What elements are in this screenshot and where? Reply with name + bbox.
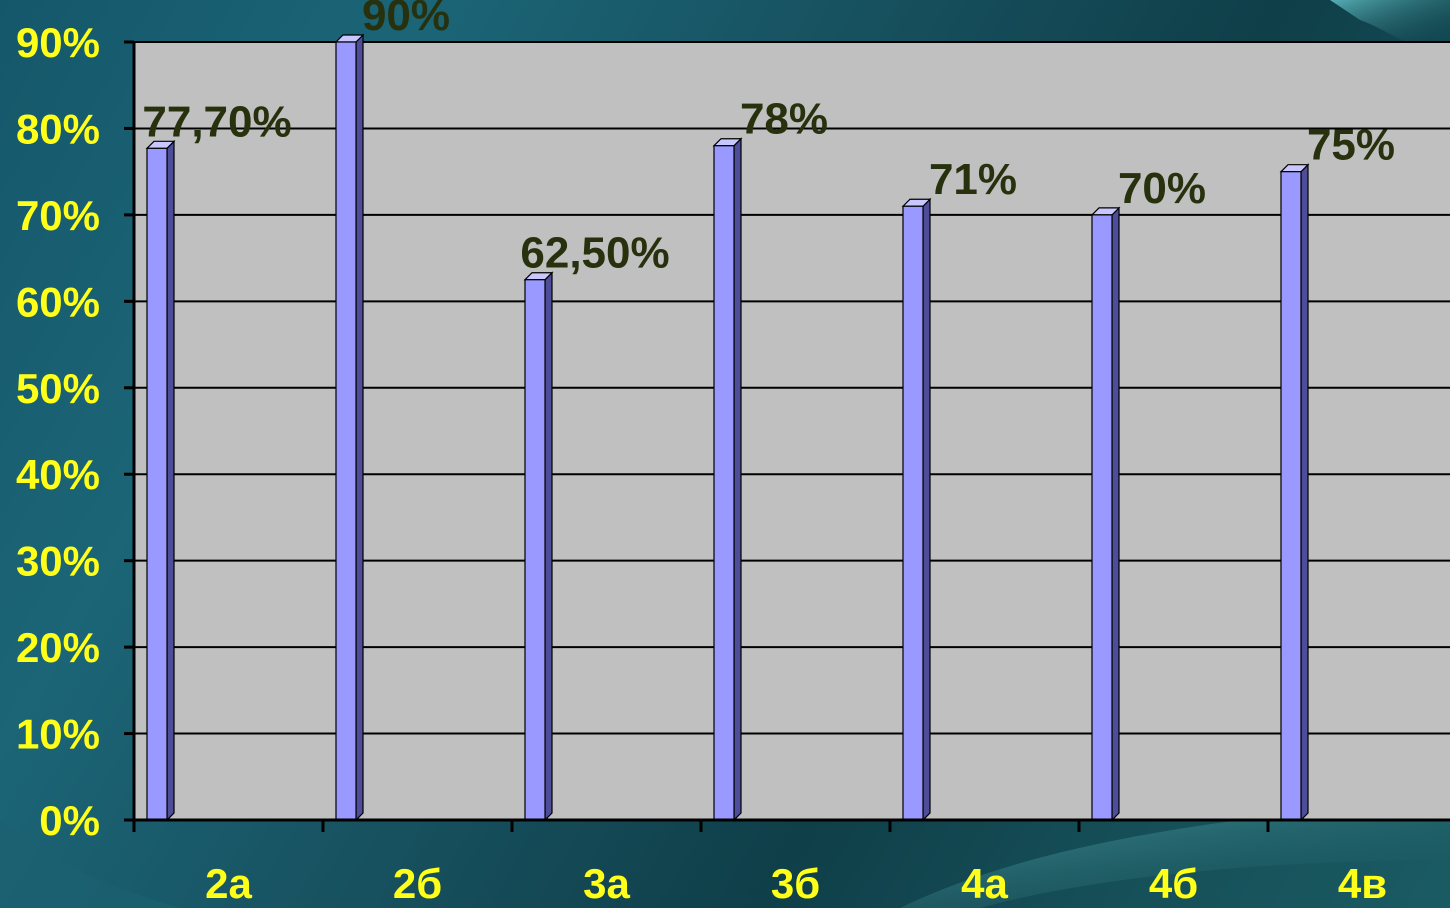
bar-side bbox=[1300, 163, 1309, 822]
x-axis-category-labels: 2а 2б 3а 3б 4а 4б 4в bbox=[205, 860, 1387, 907]
bar-side bbox=[544, 271, 553, 822]
bar-side bbox=[922, 197, 931, 822]
data-label: 71% bbox=[929, 155, 1017, 204]
x-category-label: 4б bbox=[1149, 860, 1198, 907]
data-labels: 77,70% 90% 62,50% 78% 71% 70% 75% bbox=[142, 0, 1395, 278]
bar bbox=[1279, 163, 1310, 822]
data-label: 77,70% bbox=[142, 97, 291, 146]
y-tick-label: 50% bbox=[16, 365, 100, 412]
bar-side bbox=[166, 139, 175, 822]
bar-front bbox=[335, 41, 357, 821]
y-tick-label: 40% bbox=[16, 451, 100, 498]
data-label: 62,50% bbox=[520, 229, 669, 278]
bar-front bbox=[1091, 214, 1113, 821]
y-axis-tick-labels: 0% 10% 20% 30% 40% 50% 60% 70% 80% 90% bbox=[16, 19, 100, 844]
x-category-label: 2а bbox=[205, 860, 252, 907]
data-label: 78% bbox=[740, 95, 828, 144]
bar bbox=[334, 33, 365, 822]
bar-front bbox=[713, 145, 735, 821]
bar-front bbox=[1280, 171, 1302, 821]
bar bbox=[901, 197, 932, 822]
bar-front bbox=[902, 205, 924, 821]
bar-side bbox=[733, 137, 742, 822]
bar bbox=[1090, 206, 1121, 822]
swoosh-bottom-right bbox=[900, 800, 1450, 908]
bar-side bbox=[1111, 206, 1120, 822]
y-tick-label: 20% bbox=[16, 624, 100, 671]
x-category-label: 4а bbox=[961, 860, 1008, 907]
data-label: 75% bbox=[1307, 121, 1395, 170]
axes bbox=[124, 40, 1450, 832]
bar bbox=[145, 139, 176, 822]
y-tick-label: 30% bbox=[16, 538, 100, 585]
bar-side bbox=[355, 33, 364, 822]
bars bbox=[145, 33, 1310, 822]
data-label: 70% bbox=[1118, 164, 1206, 213]
y-tick-label: 70% bbox=[16, 192, 100, 239]
swoosh-top-right bbox=[1330, 0, 1450, 47]
y-tick-label: 10% bbox=[16, 711, 100, 758]
swoosh-bottom-left bbox=[0, 820, 180, 908]
bar bbox=[523, 271, 554, 822]
data-label: 90% bbox=[362, 0, 450, 40]
bar bbox=[712, 137, 743, 822]
plot-area bbox=[134, 42, 1450, 820]
y-tick-label: 80% bbox=[16, 105, 100, 152]
y-tick-label: 0% bbox=[39, 797, 100, 844]
x-category-label: 2б bbox=[393, 860, 442, 907]
y-tick-label: 90% bbox=[16, 19, 100, 66]
y-tick-label: 60% bbox=[16, 278, 100, 325]
x-category-label: 4в bbox=[1338, 860, 1387, 907]
x-category-label: 3б bbox=[771, 860, 820, 907]
bar-front bbox=[146, 147, 168, 821]
x-category-label: 3а bbox=[583, 860, 630, 907]
bar-front bbox=[524, 279, 546, 821]
